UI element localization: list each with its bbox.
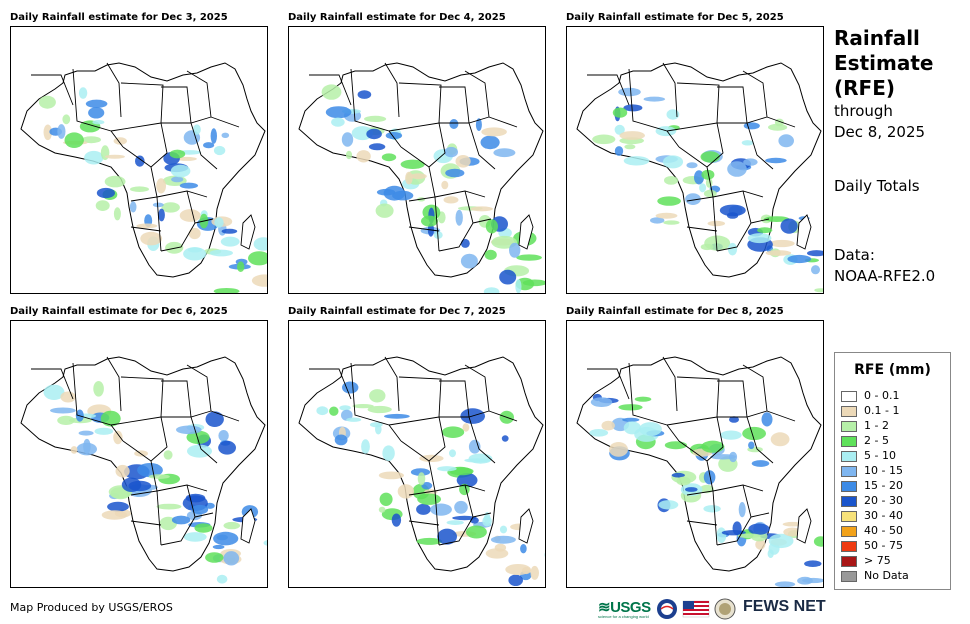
panel-title: Daily Rainfall estimate for Dec 5, 2025 bbox=[566, 12, 784, 23]
country-borders bbox=[31, 356, 240, 546]
rainfall-map bbox=[566, 320, 824, 588]
africa-map-svg bbox=[20, 62, 267, 293]
fews-net-logo: FEWS NET bbox=[743, 598, 826, 615]
title-line: Estimate bbox=[834, 51, 934, 75]
legend-swatch bbox=[841, 420, 857, 432]
legend-item: 0.1 - 1 bbox=[841, 404, 899, 418]
legend-item: 15 - 20 bbox=[841, 479, 903, 493]
legend-swatch bbox=[841, 405, 857, 417]
madagascar-outline bbox=[240, 214, 256, 250]
map-credit: Map Produced by USGS/EROS bbox=[10, 601, 173, 614]
legend-item: 40 - 50 bbox=[841, 524, 903, 538]
legend-item: No Data bbox=[841, 569, 909, 583]
legend-item: 1 - 2 bbox=[841, 419, 889, 433]
africa-map-svg bbox=[576, 62, 823, 293]
africa-map-svg bbox=[298, 356, 545, 586]
legend: RFE (mm) 0 - 0.1 0.1 - 1 1 - 2 2 - 5 5 - 10 1… bbox=[834, 352, 951, 590]
rainfall-map bbox=[288, 320, 546, 588]
rainfall-map bbox=[10, 320, 268, 588]
legend-label: 2 - 5 bbox=[864, 434, 889, 447]
continent-outline bbox=[576, 62, 822, 278]
subtitle-line: through bbox=[834, 102, 893, 120]
legend-item: 30 - 40 bbox=[841, 509, 903, 523]
legend-label: 0 - 0.1 bbox=[864, 389, 900, 402]
legend-item: 2 - 5 bbox=[841, 434, 889, 448]
title-line: Rainfall bbox=[834, 26, 920, 50]
madagascar-outline bbox=[796, 508, 812, 544]
legend-title: RFE (mm) bbox=[854, 362, 931, 378]
rainfall-overlay bbox=[38, 87, 267, 293]
daily-totals-label: Daily Totals bbox=[834, 177, 920, 195]
legend-item: 50 - 75 bbox=[841, 539, 903, 553]
legend-swatch bbox=[841, 450, 857, 462]
africa-map-svg bbox=[20, 356, 267, 584]
title-line: (RFE) bbox=[834, 76, 896, 100]
country-borders bbox=[31, 62, 240, 252]
legend-label: 40 - 50 bbox=[864, 524, 903, 537]
usgs-logo: ≋USGS bbox=[598, 599, 651, 616]
madagascar-outline bbox=[796, 214, 812, 250]
legend-swatch bbox=[841, 570, 857, 582]
legend-swatch bbox=[841, 390, 857, 402]
panel-title: Daily Rainfall estimate for Dec 8, 2025 bbox=[566, 306, 784, 317]
legend-label: 15 - 20 bbox=[864, 479, 903, 492]
legend-label: 1 - 2 bbox=[864, 419, 889, 432]
legend-label: 10 - 15 bbox=[864, 464, 903, 477]
legend-item: 0 - 0.1 bbox=[841, 389, 899, 403]
madagascar-outline bbox=[240, 508, 256, 544]
panel-title: Daily Rainfall estimate for Dec 6, 2025 bbox=[10, 306, 228, 317]
legend-label: No Data bbox=[864, 569, 909, 582]
madagascar-outline bbox=[518, 214, 534, 250]
rainfall-map bbox=[10, 26, 268, 294]
legend-item: 5 - 10 bbox=[841, 449, 896, 463]
legend-label: 5 - 10 bbox=[864, 449, 896, 462]
madagascar-outline bbox=[518, 508, 534, 544]
data-label: Data: bbox=[834, 246, 875, 264]
rainfall-map bbox=[566, 26, 824, 294]
country-borders bbox=[587, 62, 796, 252]
rainfall-overlay bbox=[43, 381, 267, 584]
rainfall-overlay bbox=[321, 84, 545, 293]
sidebar-title: Rainfall Estimate (RFE) through Dec 8, 2… bbox=[834, 26, 964, 143]
agency-seals-icon bbox=[657, 598, 736, 620]
legend-swatch bbox=[841, 555, 857, 567]
legend-item: 20 - 30 bbox=[841, 494, 903, 508]
legend-swatch bbox=[841, 540, 857, 552]
legend-swatch bbox=[841, 495, 857, 507]
subtitle-date: Dec 8, 2025 bbox=[834, 123, 926, 141]
legend-label: 20 - 30 bbox=[864, 494, 903, 507]
country-borders bbox=[309, 62, 518, 252]
legend-label: > 75 bbox=[864, 554, 891, 567]
legend-swatch bbox=[841, 465, 857, 477]
usgs-tagline: science for a changing world bbox=[598, 614, 649, 619]
legend-swatch bbox=[841, 510, 857, 522]
data-source-name: NOAA-RFE2.0 bbox=[834, 267, 936, 285]
legend-item: > 75 bbox=[841, 554, 891, 568]
panel-title: Daily Rainfall estimate for Dec 4, 2025 bbox=[288, 12, 506, 23]
legend-label: 50 - 75 bbox=[864, 539, 903, 552]
data-source: Data: NOAA-RFE2.0 bbox=[834, 245, 935, 287]
panel-title: Daily Rainfall estimate for Dec 3, 2025 bbox=[10, 12, 228, 23]
rainfall-map bbox=[288, 26, 546, 294]
legend-swatch bbox=[841, 435, 857, 447]
rainfall-overlay bbox=[592, 87, 823, 293]
africa-map-svg bbox=[298, 62, 545, 293]
country-borders bbox=[309, 356, 518, 546]
legend-swatch bbox=[841, 525, 857, 537]
country-borders bbox=[587, 356, 796, 546]
africa-map-svg bbox=[576, 356, 823, 587]
legend-label: 30 - 40 bbox=[864, 509, 903, 522]
panel-title: Daily Rainfall estimate for Dec 7, 2025 bbox=[288, 306, 506, 317]
legend-swatch bbox=[841, 480, 857, 492]
legend-item: 10 - 15 bbox=[841, 464, 903, 478]
legend-label: 0.1 - 1 bbox=[864, 404, 900, 417]
